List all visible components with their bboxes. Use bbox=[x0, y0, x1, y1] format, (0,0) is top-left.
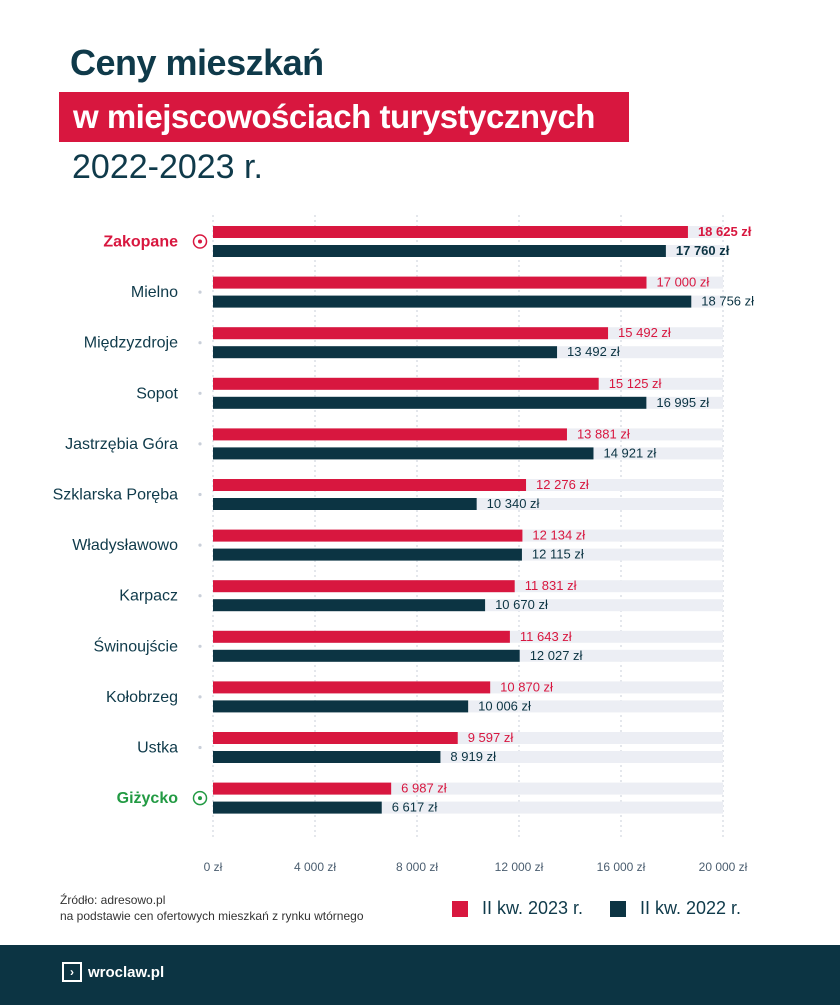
chart-subtitle-years: 2022-2023 r. bbox=[72, 148, 263, 186]
value-label-2023: 9 597 zł bbox=[468, 730, 514, 745]
chart-title-line2: w miejscowościach turystycznych bbox=[59, 92, 629, 142]
highlight-marker-dot bbox=[198, 239, 202, 244]
row-marker-dot bbox=[198, 644, 202, 648]
bar-2022 bbox=[213, 751, 441, 763]
x-tick-label: 4 000 zł bbox=[294, 860, 336, 874]
bar-2023 bbox=[213, 428, 567, 441]
bar-2022 bbox=[213, 801, 382, 814]
value-label-2022: 6 617 zł bbox=[392, 800, 438, 815]
chevron-right-icon: › bbox=[62, 962, 82, 982]
bar-2022 bbox=[213, 346, 558, 359]
row-marker-dot bbox=[198, 290, 202, 294]
category-label: Jastrzębia Góra bbox=[65, 436, 178, 453]
row-marker-dot bbox=[198, 442, 202, 446]
value-label-2023: 18 625 zł bbox=[698, 224, 752, 239]
value-label-2022: 17 760 zł bbox=[676, 243, 730, 258]
x-tick-label: 20 000 zł bbox=[699, 860, 748, 874]
legend-label-2022: II kw. 2022 r. bbox=[640, 898, 742, 918]
legend-label-2023: II kw. 2023 r. bbox=[482, 898, 584, 918]
row-marker-dot bbox=[198, 594, 202, 598]
bar-2022 bbox=[213, 649, 520, 662]
bar-2023 bbox=[213, 782, 392, 795]
bar-2022 bbox=[213, 599, 486, 612]
highlight-marker-dot bbox=[198, 796, 202, 801]
legend-swatch-2022 bbox=[610, 900, 626, 917]
x-tick-label: 12 000 zł bbox=[495, 860, 544, 874]
row-marker-dot bbox=[198, 543, 202, 547]
value-label-2023: 13 881 zł bbox=[577, 426, 630, 441]
value-label-2023: 10 870 zł bbox=[500, 679, 553, 694]
value-label-2023: 15 125 zł bbox=[609, 376, 662, 391]
legend-item-2022: II kw. 2022 r. bbox=[610, 898, 741, 919]
bar-2023 bbox=[213, 479, 527, 491]
category-label: Karpacz bbox=[119, 588, 178, 605]
category-label: Szklarska Poręba bbox=[53, 487, 178, 504]
row-marker-dot bbox=[198, 745, 202, 750]
brand-logo[interactable]: › wroclaw.pl bbox=[62, 962, 164, 982]
value-label-2022: 12 115 zł bbox=[532, 547, 584, 562]
bar-2023 bbox=[213, 681, 491, 694]
bar-2022 bbox=[213, 447, 594, 460]
legend-item-2023: II kw. 2023 r. bbox=[452, 898, 583, 919]
legend-swatch-2023 bbox=[452, 900, 468, 917]
bar-2023 bbox=[213, 732, 458, 744]
chart-title-line1: Ceny mieszkań bbox=[70, 42, 324, 83]
value-label-2023: 17 000 zł bbox=[657, 275, 710, 290]
bar-2023 bbox=[213, 327, 609, 340]
value-label-2022: 10 006 zł bbox=[478, 698, 531, 713]
bar-2023 bbox=[213, 529, 523, 542]
row-marker-dot bbox=[198, 391, 202, 395]
row-marker-dot bbox=[198, 695, 202, 699]
value-label-2022: 13 492 zł bbox=[567, 344, 620, 359]
brand-logo-text: wroclaw.pl bbox=[88, 963, 165, 981]
x-tick-label: 8 000 zł bbox=[396, 860, 438, 874]
category-label: Giżycko bbox=[117, 790, 179, 807]
source-note: Źródło: adresowo.pl na podstawie cen ofe… bbox=[60, 892, 364, 924]
category-label: Władysławowo bbox=[72, 537, 178, 554]
category-label: Zakopane bbox=[103, 234, 178, 251]
bar-2022 bbox=[213, 396, 647, 409]
bar-2023 bbox=[213, 377, 599, 390]
value-label-2022: 14 921 zł bbox=[603, 445, 656, 460]
source-line1: Źródło: adresowo.pl bbox=[60, 893, 166, 907]
category-label: Świnoujście bbox=[94, 636, 179, 655]
category-label: Sopot bbox=[136, 385, 178, 402]
value-label-2022: 12 027 zł bbox=[530, 648, 583, 663]
value-label-2023: 12 134 zł bbox=[532, 528, 585, 543]
bar-2022 bbox=[213, 498, 477, 510]
value-label-2023: 11 643 zł bbox=[520, 629, 572, 644]
value-label-2022: 8 919 zł bbox=[450, 749, 496, 764]
bar-2022 bbox=[213, 700, 469, 713]
value-label-2023: 6 987 zł bbox=[401, 781, 447, 796]
row-marker-dot bbox=[198, 341, 202, 345]
bar-2022 bbox=[213, 245, 666, 257]
bar-2022 bbox=[213, 548, 522, 561]
category-label: Ustka bbox=[137, 740, 178, 757]
value-label-2023: 12 276 zł bbox=[536, 477, 589, 492]
bar-2023 bbox=[213, 276, 647, 289]
value-label-2023: 11 831 zł bbox=[525, 578, 577, 593]
category-label: Mielno bbox=[131, 284, 178, 301]
x-tick-label: 16 000 zł bbox=[597, 860, 646, 874]
bar-2023 bbox=[213, 226, 688, 238]
bar-chart: 0 zł 4 000 zł 8 000 zł 12 000 zł 16 000 zł 20… bbox=[53, 215, 754, 874]
category-label: Międzyzdroje bbox=[84, 335, 178, 352]
category-label: Kołobrzeg bbox=[106, 689, 178, 706]
row-marker-dot bbox=[198, 492, 202, 497]
bar-2022 bbox=[213, 295, 692, 308]
footer-bar: › wroclaw.pl bbox=[0, 945, 840, 1005]
bar-2023 bbox=[213, 580, 515, 593]
x-tick-label: 0 zł bbox=[204, 860, 223, 874]
value-label-2022: 10 670 zł bbox=[495, 597, 548, 612]
bar-2023 bbox=[213, 630, 510, 643]
value-label-2022: 10 340 zł bbox=[487, 496, 540, 511]
source-line2: na podstawie cen ofertowych mieszkań z r… bbox=[60, 909, 364, 923]
value-label-2022: 18 756 zł bbox=[701, 294, 754, 309]
value-label-2022: 16 995 zł bbox=[656, 395, 709, 410]
value-label-2023: 15 492 zł bbox=[618, 325, 671, 340]
